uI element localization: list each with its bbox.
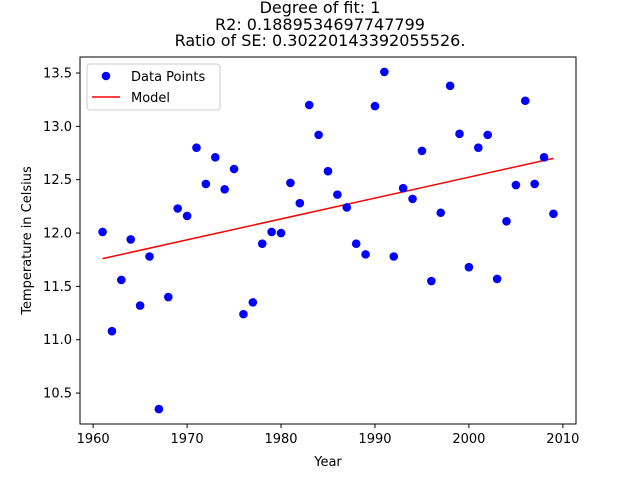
data-point <box>455 129 464 139</box>
data-point <box>135 301 145 310</box>
data-point <box>520 96 530 106</box>
legend-points-label: Data Points <box>131 70 205 85</box>
x-tick-label: 2000 <box>452 432 485 447</box>
data-point <box>210 152 220 162</box>
data-point <box>474 143 483 152</box>
data-point <box>539 152 549 162</box>
data-point <box>389 252 399 261</box>
data-point <box>351 239 361 249</box>
data-point <box>154 404 164 414</box>
data-point <box>229 164 239 174</box>
data-point <box>361 250 370 259</box>
x-tick-label: 1990 <box>358 432 391 447</box>
data-point <box>286 178 295 188</box>
data-point <box>164 292 173 302</box>
data-point <box>342 203 352 212</box>
data-point <box>333 190 342 199</box>
data-point <box>220 184 229 194</box>
data-point <box>417 146 427 156</box>
data-point <box>248 298 258 307</box>
x-tick-label: 1970 <box>171 432 204 447</box>
x-tick-label: 1960 <box>77 432 110 447</box>
y-tick-label: 12.5 <box>43 173 72 188</box>
title-line-3: Ratio of SE: 0.30220143392055526. <box>174 31 466 50</box>
data-point <box>257 239 267 249</box>
legend-box <box>86 63 221 111</box>
data-point <box>530 179 539 189</box>
y-tick-label: 11.0 <box>43 333 72 348</box>
data-point <box>304 100 314 110</box>
legend-model-label: Model <box>131 91 170 106</box>
data-point <box>276 228 286 238</box>
data-point <box>314 130 323 140</box>
data-point <box>117 275 126 285</box>
y-tick-label: 11.5 <box>43 280 72 295</box>
data-point <box>323 166 333 176</box>
data-point <box>408 194 417 204</box>
axes-frame <box>79 56 577 425</box>
title-line-2: R2: 0.1889534697747799 <box>215 14 425 34</box>
x-tick-label: 2010 <box>546 432 579 447</box>
data-point <box>173 204 182 213</box>
legend: Data Points Model <box>86 63 221 111</box>
title-line-1: Degree of fit: 1 <box>259 0 381 17</box>
data-point <box>201 179 211 189</box>
y-tick-label: 12.0 <box>43 227 72 242</box>
data-point <box>445 81 455 91</box>
data-point <box>380 67 389 77</box>
data-point <box>107 326 117 336</box>
data-point <box>436 208 446 218</box>
legend-points-marker <box>101 71 111 81</box>
y-axis-label: Temperature in Celsius <box>20 166 35 316</box>
data-point <box>511 180 521 190</box>
data-point <box>492 274 502 284</box>
data-point <box>239 309 248 319</box>
data-point <box>370 101 380 111</box>
model-line <box>102 157 554 260</box>
data-point <box>483 130 492 140</box>
data-point <box>126 235 136 244</box>
data-point <box>98 227 107 237</box>
data-point <box>192 143 201 152</box>
y-tick-label: 13.0 <box>43 120 72 135</box>
plot-frame <box>79 56 577 425</box>
y-tick-label: 13.5 <box>43 67 72 82</box>
data-point <box>398 183 408 193</box>
data-point <box>549 209 558 219</box>
data-point <box>267 227 276 237</box>
x-axis-label: Year <box>313 455 342 470</box>
model-layer <box>102 157 554 260</box>
data-point <box>427 276 436 286</box>
data-point <box>145 252 154 261</box>
data-points-layer <box>98 67 558 414</box>
data-point <box>464 262 474 272</box>
x-tick-label: 1980 <box>264 432 297 447</box>
data-point <box>502 216 511 226</box>
data-point <box>295 198 305 208</box>
y-tick-label: 10.5 <box>43 387 72 402</box>
data-point <box>182 211 192 221</box>
ticks-layer: 1960 1970 1980 1990 2000 2010 10.5 11.0 11.5 12.0… <box>43 67 579 447</box>
chart-title: Degree of fit: 1 R2: 0.1889534697747799 … <box>0 0 640 50</box>
